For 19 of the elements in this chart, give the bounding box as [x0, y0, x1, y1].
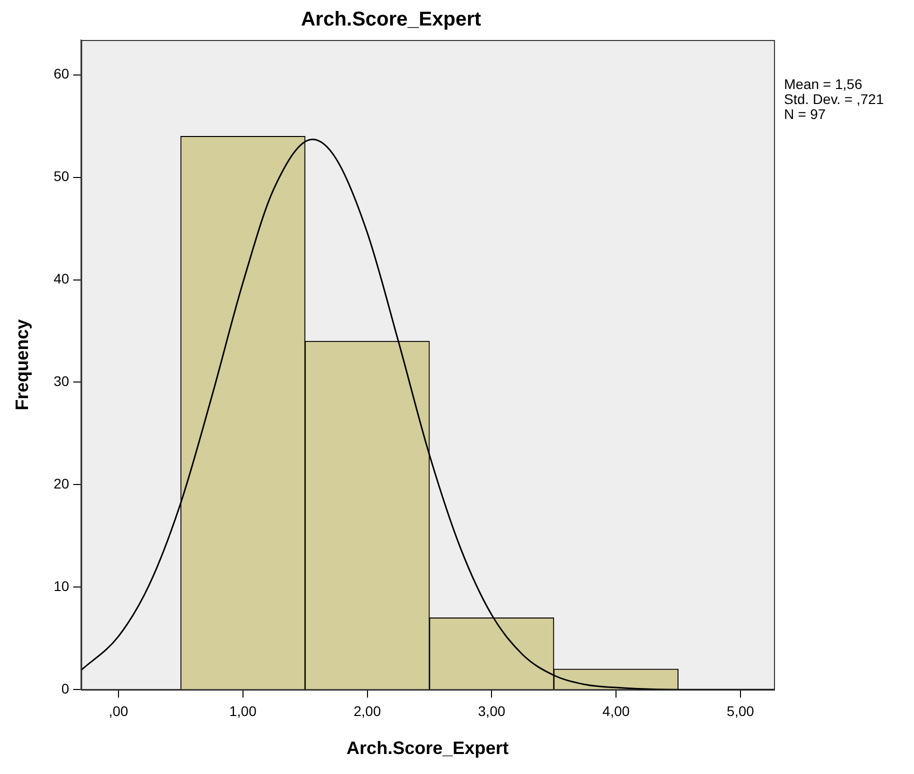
y-tick-label: 0 — [61, 680, 70, 696]
y-tick-label: 40 — [54, 270, 70, 287]
x-tick-label: 4,00 — [602, 702, 630, 719]
x-tick-label: ,00 — [108, 702, 128, 719]
x-tick-label: 5,00 — [726, 702, 754, 719]
y-tick-label: 20 — [54, 476, 70, 492]
y-tick-label: 30 — [54, 373, 70, 390]
y-tick-label: 10 — [54, 578, 70, 594]
y-tick-label: 60 — [54, 66, 70, 82]
text: Mean = 1,56 — [784, 76, 862, 92]
text: Std. Dev. = ,721 — [784, 90, 884, 107]
x-axis-title: Arch.Score_Expert — [346, 738, 509, 758]
y-tick-label: 50 — [54, 168, 70, 184]
x-tick-label: 2,00 — [354, 702, 382, 719]
text: N = 97 — [784, 106, 826, 122]
y-axis-title: Frequency — [12, 319, 32, 410]
x-tick-label: 3,00 — [478, 702, 506, 719]
chart-title: Arch.Score_Expert — [300, 8, 482, 31]
x-tick-label: 1,00 — [229, 702, 257, 719]
